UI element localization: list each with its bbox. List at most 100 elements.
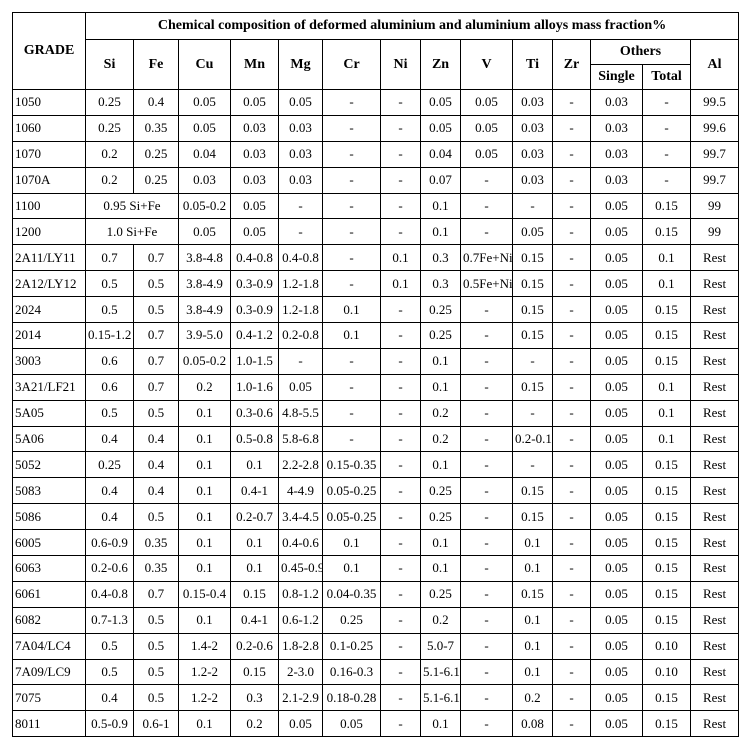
value-cell: 0.1-0.25 (322, 632, 381, 660)
value-cell: 0.5 (133, 684, 179, 712)
value-cell: 0.45-0.9 (278, 555, 323, 582)
value-cell: 0.15 (642, 347, 691, 375)
value-cell: Rest (689, 606, 740, 634)
column-header: Fe (133, 39, 179, 90)
value-cell: - (552, 451, 591, 479)
value-cell: - (322, 270, 381, 298)
value-cell: - (642, 89, 691, 116)
value-cell: - (460, 580, 513, 608)
value-cell: 0.1 (512, 529, 553, 557)
value-cell: 0.5 (85, 270, 134, 298)
value-cell: Rest (689, 658, 740, 686)
value-cell: 0.05 (590, 580, 643, 608)
table-row: 6082 0.7-1.3 0.5 0.1 0.4-1 0.6-1.2 0.25-0.2-0.… (12, 606, 740, 634)
value-cell: 0.8-1.2 (278, 580, 323, 608)
value-cell: 1.4-2 (178, 632, 231, 660)
value-cell: Rest (689, 373, 740, 401)
value-cell: 99.7 (689, 166, 740, 194)
value-cell: 0.05 (590, 425, 643, 453)
value-cell: 0.25 (420, 477, 461, 505)
table-row: 6063 0.2-0.6 0.35 0.1 0.1 0.45-0.9 0.1-0.1-0.1… (12, 555, 740, 582)
grade-cell: 5086 (12, 503, 86, 531)
value-cell: Rest (689, 451, 740, 479)
value-cell: 0.5 (85, 399, 134, 427)
value-cell: 0.2 (85, 166, 134, 194)
value-cell: 0.3 (230, 684, 279, 712)
others-subheader: Single (590, 64, 643, 90)
header-row: GRADE Chemical composition of deformed al… (12, 12, 740, 90)
table-header: GRADE Chemical composition of deformed al… (12, 12, 740, 90)
value-cell: Rest (689, 684, 740, 712)
grade-cell: 1070 (12, 140, 86, 168)
value-cell: 1.2-1.8 (278, 270, 323, 298)
value-cell: 0.05 (230, 89, 279, 116)
value-cell: 0.1 (322, 322, 381, 349)
value-cell: 0.2-0.6 (230, 632, 279, 660)
value-cell: 0.5 (133, 632, 179, 660)
value-cell: - (322, 114, 381, 142)
grade-cell: 6061 (12, 580, 86, 608)
value-cell: - (460, 166, 513, 194)
value-cell: 0.05 (590, 399, 643, 427)
value-cell: 0.03 (278, 166, 323, 194)
value-cell: 0.1 (178, 503, 231, 531)
value-cell: - (552, 425, 591, 453)
value-cell: 0.5 (133, 399, 179, 427)
value-cell: - (552, 529, 591, 557)
value-cell: 0.6 (85, 347, 134, 375)
value-cell: - (512, 347, 553, 375)
value-cell: - (380, 192, 421, 220)
value-cell: 0.1 (178, 399, 231, 427)
table-row: 1060 0.25 0.35 0.05 0.03 0.03- -0.05 0.05 0.03-0… (12, 114, 740, 142)
value-cell: - (380, 166, 421, 194)
value-cell: 0.15 (642, 503, 691, 531)
value-cell: 0.18-0.28 (322, 684, 381, 712)
value-cell: - (460, 632, 513, 660)
value-cell: - (322, 140, 381, 168)
value-cell: 0.04 (420, 140, 461, 168)
value-cell: - (380, 529, 421, 557)
value-cell: 0.1 (380, 244, 421, 272)
value-cell: - (380, 140, 421, 168)
value-cell: 0.5Fe+Ni (460, 270, 513, 298)
grade-cell: 2024 (12, 296, 86, 324)
value-cell: 0.03 (230, 166, 279, 194)
value-cell: - (552, 192, 591, 220)
grade-cell: 7A09/LC9 (12, 658, 86, 686)
value-cell: - (552, 606, 591, 634)
value-cell: - (380, 296, 421, 324)
table-title: Chemical composition of deformed alumini… (84, 12, 740, 40)
value-cell: 0.03 (590, 114, 643, 142)
value-cell: - (552, 166, 591, 194)
value-cell: 0.1 (420, 192, 461, 220)
header-row: Single Total (13, 64, 739, 90)
value-cell: 0.05 (178, 89, 231, 116)
value-cell: 0.4 (85, 684, 134, 712)
grade-cell: 1060 (12, 114, 86, 142)
value-cell: 0.1 (178, 710, 231, 738)
value-cell: 4-4.9 (278, 477, 323, 505)
value-cell: 0.1 (642, 399, 691, 427)
value-cell: - (380, 322, 421, 349)
value-cell: 0.1 (512, 658, 553, 686)
value-cell: 0.2-0.7 (230, 503, 279, 531)
value-cell: - (460, 606, 513, 634)
value-cell: 0.15 (642, 451, 691, 479)
value-cell: - (552, 347, 591, 375)
value-cell: 0.1 (230, 529, 279, 557)
value-cell: - (552, 632, 591, 660)
value-cell: 0.15 (642, 555, 691, 582)
value-cell: 0.5 (85, 632, 134, 660)
grade-cell: 6082 (12, 606, 86, 634)
value-cell: - (380, 114, 421, 142)
value-cell: 0.4 (133, 477, 179, 505)
value-cell: Rest (689, 555, 740, 582)
value-cell: 0.1 (230, 451, 279, 479)
value-cell: 0.03 (230, 140, 279, 168)
value-cell: 0.2 (420, 425, 461, 453)
value-cell: Rest (689, 632, 740, 660)
value-cell: - (552, 140, 591, 168)
value-cell: 0.1 (178, 477, 231, 505)
table-row: 3003 0.6 0.7 0.05-0.2 1.0-1.5- - -0.1- - -0.05 0.… (12, 347, 740, 375)
value-cell: 0.1 (230, 555, 279, 582)
